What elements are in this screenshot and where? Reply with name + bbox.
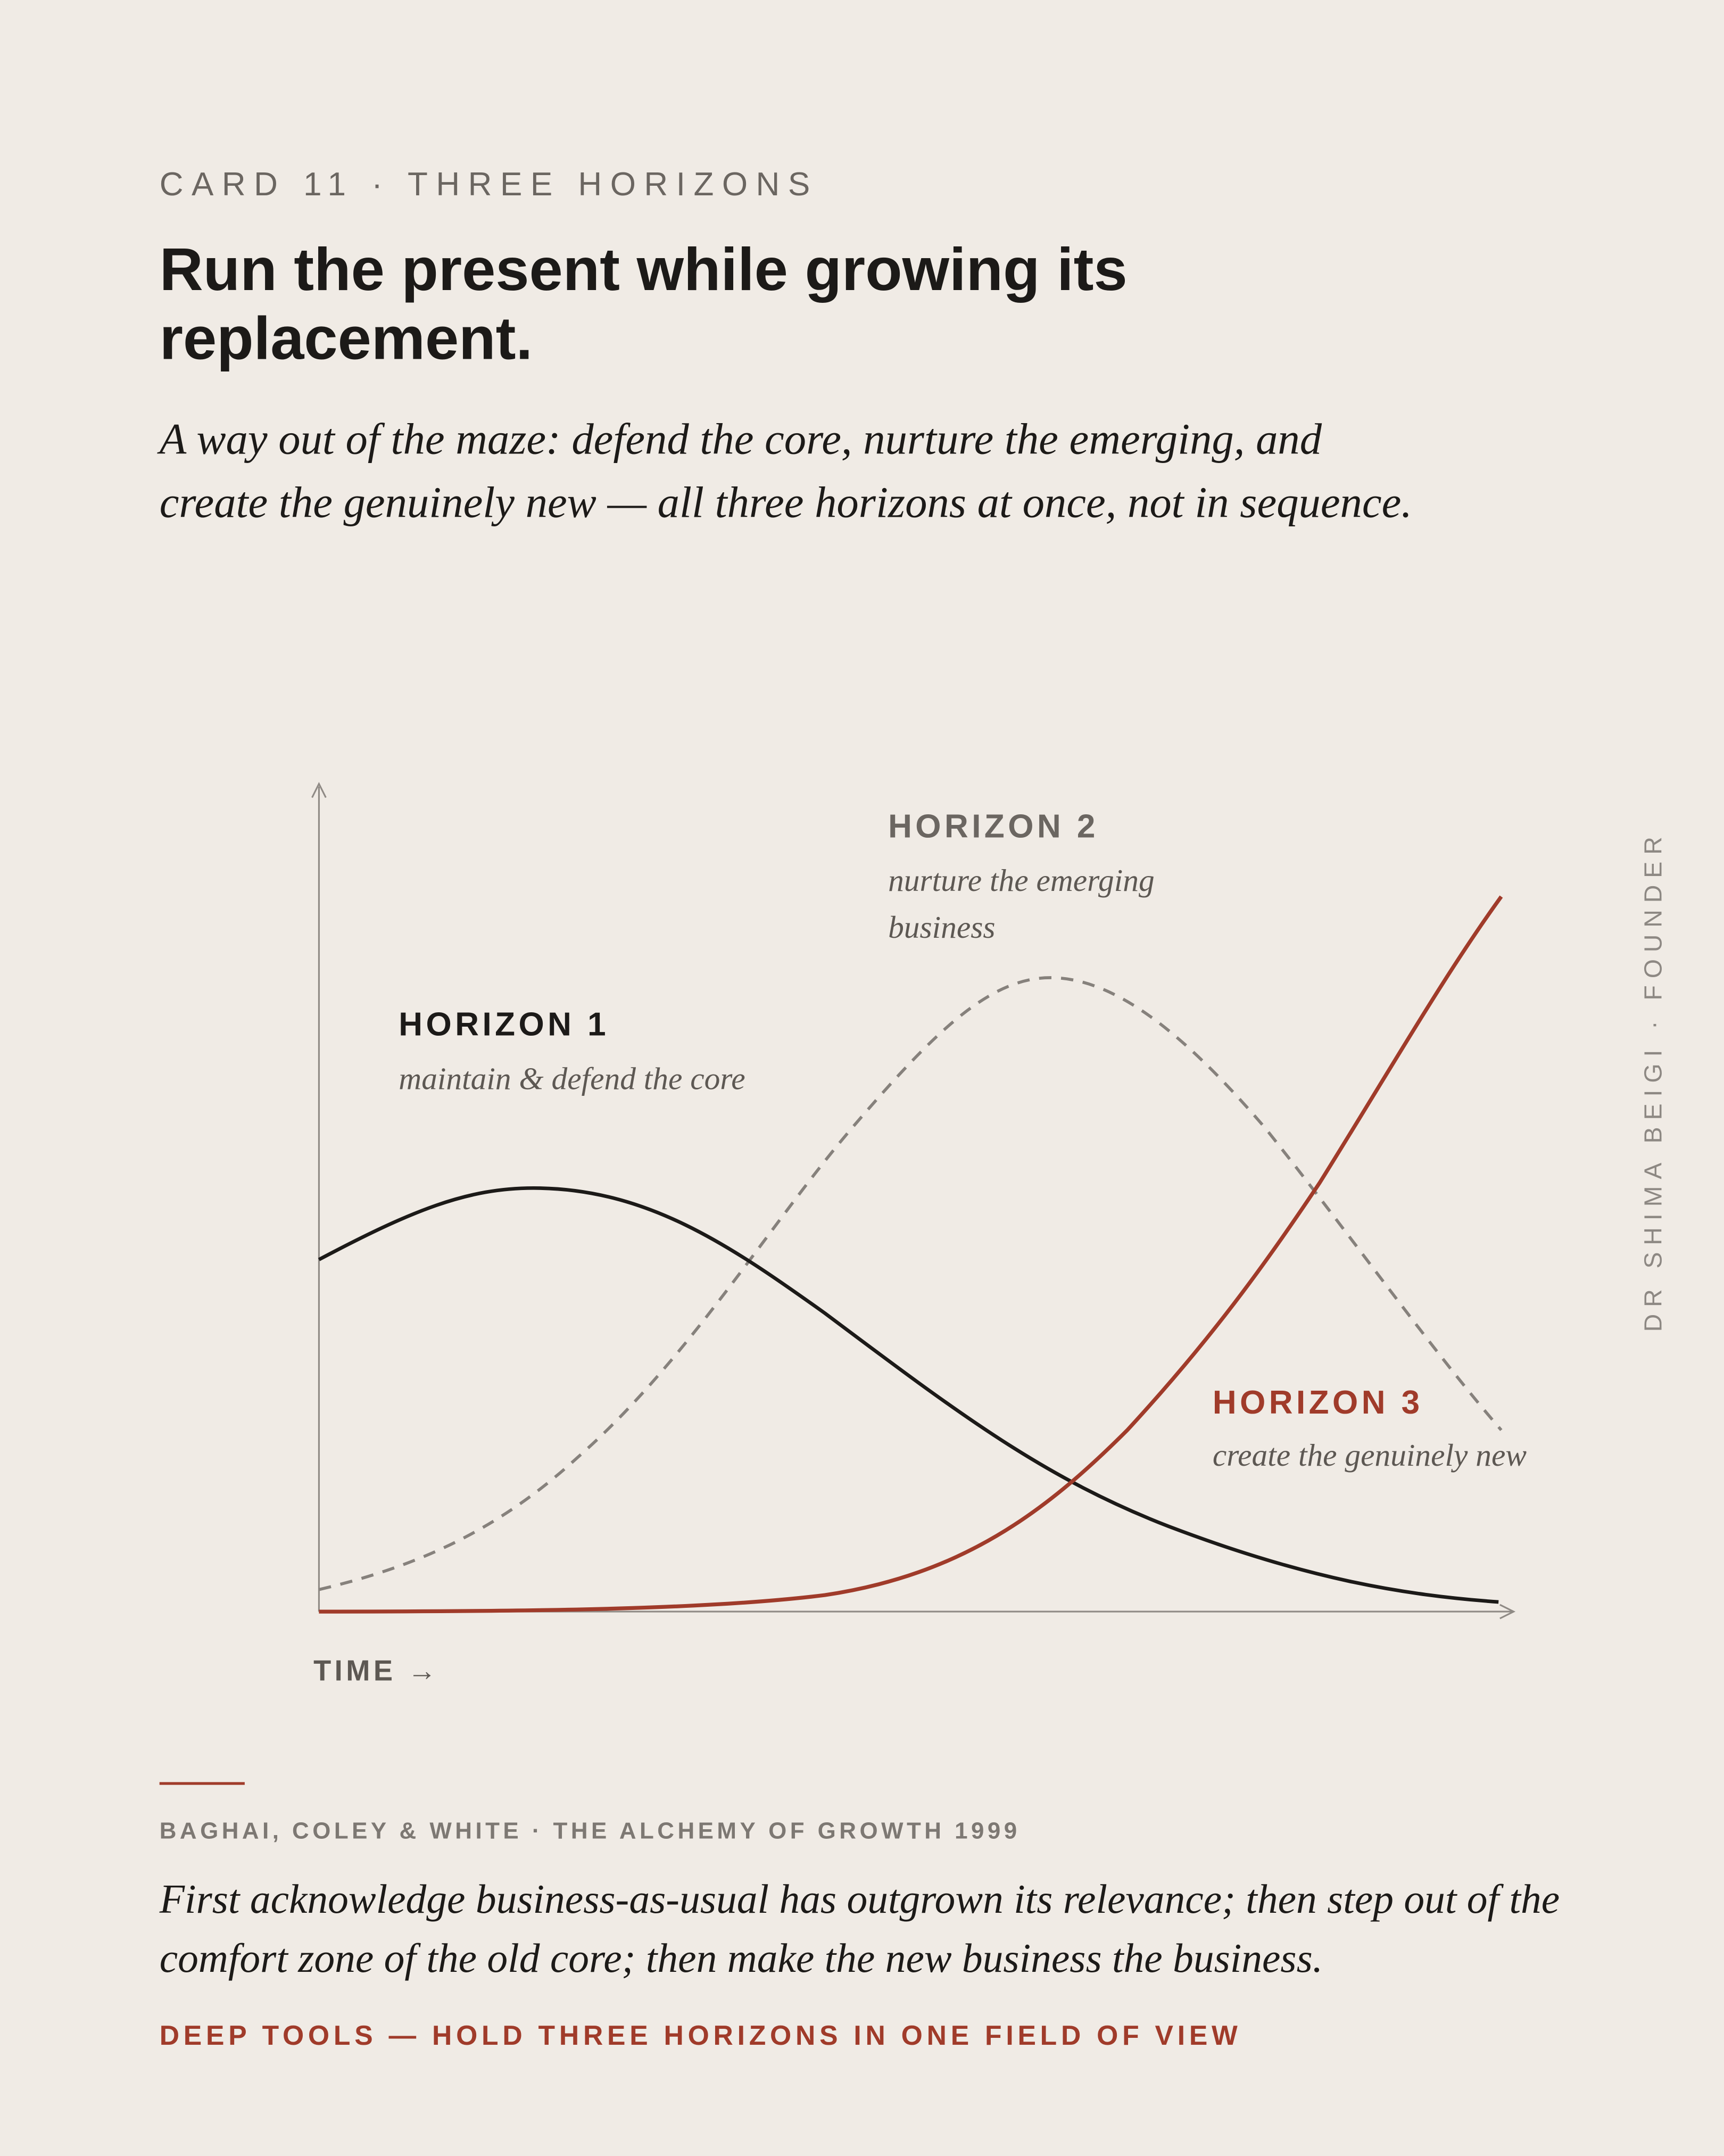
y-axis-arrow <box>311 782 327 798</box>
horizon-label: HORIZON 3 <box>1212 1384 1423 1422</box>
title: Run the present while growing its replac… <box>159 236 1128 373</box>
side-text: DR SHIMA BEIGI · FOUNDER <box>1639 830 1667 1332</box>
horizon-caption: maintain & defend the core <box>399 1061 745 1096</box>
source: BAGHAI, COLEY & WHITE · THE ALCHEMY OF G… <box>159 1818 1021 1844</box>
x-axis-arrow <box>1499 1604 1516 1620</box>
x-axis-label: TIME → <box>313 1655 440 1688</box>
accent-rule <box>159 1782 245 1785</box>
horizon-1-curve <box>318 1186 1499 1604</box>
horizon-label: HORIZON 2 <box>888 808 1099 846</box>
tagline: DEEP TOOLS — HOLD THREE HORIZONS IN ONE … <box>159 2021 1242 2052</box>
kicker: CARD 11 · THREE HORIZONS <box>159 166 818 204</box>
horizon-caption: nurture the emerging business <box>888 863 1155 945</box>
horizon-label: HORIZON 1 <box>399 1006 610 1044</box>
horizon-3-curve <box>319 895 1503 1614</box>
subtitle: A way out of the maze: defend the core, … <box>159 414 1412 527</box>
horizon-caption: create the genuinely new <box>1212 1438 1527 1473</box>
quote: First acknowledge business-as-usual has … <box>159 1877 1560 1982</box>
